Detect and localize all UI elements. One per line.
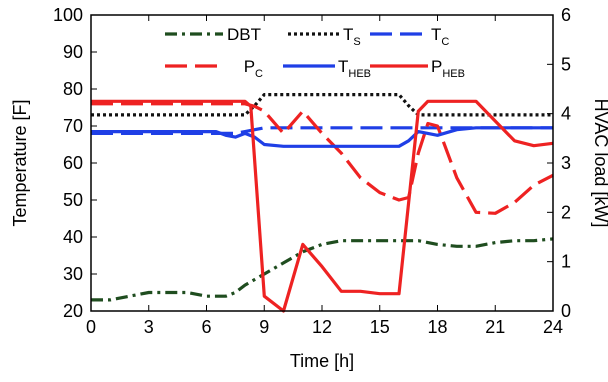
- legend-label-subscript: C: [441, 36, 449, 48]
- y-tick-label-right: 6: [561, 5, 571, 25]
- y-tick-label-left: 90: [63, 42, 83, 62]
- x-tick-label: 6: [201, 317, 211, 337]
- x-tick-label: 3: [144, 317, 154, 337]
- legend-label-subscript: HEB: [442, 68, 465, 80]
- legend-label: P: [244, 57, 255, 76]
- y-tick-label-right: 4: [561, 104, 571, 124]
- y-tick-label-left: 40: [63, 227, 83, 247]
- legend-entry: THEB: [338, 57, 371, 80]
- legend-label-subscript: C: [255, 68, 263, 80]
- legend-label: T: [343, 25, 353, 44]
- y-tick-label-left: 50: [63, 190, 83, 210]
- series-line-theb: [91, 126, 553, 148]
- y-tick-label-left: 80: [63, 79, 83, 99]
- legend-entry: PC: [244, 57, 263, 80]
- y-axis-title-left: Temperature [F]: [10, 99, 30, 226]
- y-tick-label-left: 20: [63, 301, 83, 321]
- legend-label-subscript: HEB: [348, 68, 371, 80]
- legend-label-subscript: S: [353, 36, 360, 48]
- x-tick-label: 24: [543, 317, 563, 337]
- x-tick-label: 18: [427, 317, 447, 337]
- series-line-ts: [91, 92, 553, 117]
- x-axis-title: Time [h]: [290, 351, 354, 371]
- legend-label: DBT: [227, 25, 261, 44]
- legend-label: T: [431, 25, 441, 44]
- y-axis-title-right: HVAC load [kW]: [591, 99, 608, 228]
- legend-label: P: [431, 57, 442, 76]
- legend-entry: TS: [343, 25, 361, 48]
- x-tick-label: 0: [86, 317, 96, 337]
- series-line-dbt: [91, 237, 554, 302]
- y-tick-label-left: 70: [63, 116, 83, 136]
- legend-entry: PHEB: [431, 57, 465, 80]
- legend-label: T: [338, 57, 348, 76]
- y-tick-label-right: 2: [561, 202, 571, 222]
- y-tick-label-right: 0: [561, 301, 571, 321]
- y-tick-label-left: 60: [63, 153, 83, 173]
- legend-entry: TC: [431, 25, 449, 48]
- x-tick-label: 12: [312, 317, 332, 337]
- x-tick-label: 21: [485, 317, 505, 337]
- series-line-pc: [91, 102, 554, 215]
- y-tick-label-right: 5: [561, 54, 571, 74]
- y-tick-label-right: 1: [561, 252, 571, 272]
- y-tick-label-left: 30: [63, 264, 83, 284]
- y-tick-label-right: 3: [561, 153, 571, 173]
- y-tick-label-left: 100: [53, 5, 83, 25]
- x-tick-label: 15: [370, 317, 390, 337]
- plot-lines: [91, 92, 554, 313]
- series-line-pheb: [91, 99, 554, 313]
- legend-entry: DBT: [227, 25, 261, 44]
- x-tick-label: 9: [259, 317, 269, 337]
